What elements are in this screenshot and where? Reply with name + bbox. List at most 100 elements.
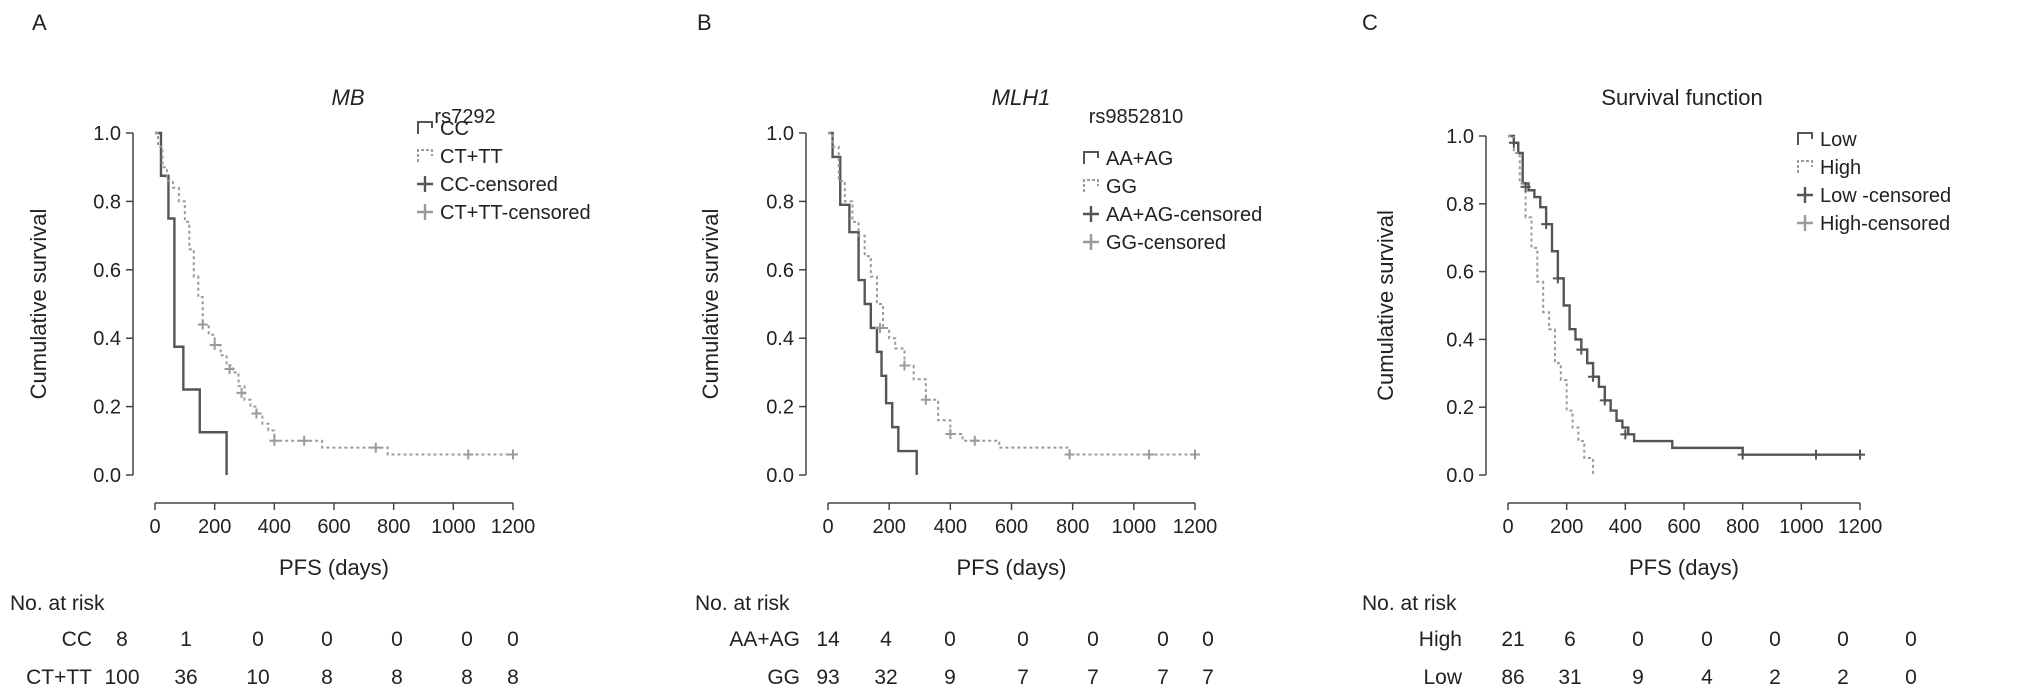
risk-value: 31 [1558,666,1581,689]
censor-mark [508,449,518,460]
legend-swatch-line [417,149,433,162]
x-tick-label: 400 [1609,516,1642,538]
risk-value: 36 [174,666,197,689]
risk-value: 0 [1157,628,1169,651]
y-tick-label: 0.0 [93,465,121,487]
risk-row-label: CT+TT [26,666,92,689]
legend-label: AA+AG [1106,148,1173,170]
censor-mark [1541,219,1552,230]
censor-mark [1190,449,1200,460]
censor-mark [1508,137,1519,148]
x-tick-label: 200 [198,516,231,538]
risk-value: 0 [1632,628,1644,651]
legend-label: Low -censored [1820,185,1951,207]
risk-value: 8 [461,666,473,689]
risk-value: 2 [1837,666,1849,689]
y-tick-label: 0.0 [1446,465,1474,487]
x-tick-label: 1200 [1173,516,1218,538]
legend-swatch-censor [1083,206,1099,222]
risk-value: 8 [391,666,403,689]
y-tick-label: 0.2 [93,397,121,419]
y-tick-label: 0.4 [1446,329,1474,351]
panel-letter: C [1362,10,1378,35]
legend-label: CC [440,118,469,140]
censor-mark [197,319,208,330]
censor-mark [899,360,910,371]
risk-value: 0 [1905,666,1917,689]
y-tick-label: 0.6 [1446,262,1474,284]
legend-label: CT+TT [440,146,503,168]
legend-label: GG [1106,176,1137,198]
censor-mark [1552,273,1563,284]
x-axis-label: PFS (days) [956,555,1066,580]
censor-mark [1737,449,1748,460]
legend-swatch-line [1083,151,1099,164]
risk-table-heading: No. at risk [1362,592,1457,615]
legend-item: AA+AG-censored [1083,204,1262,226]
risk-value: 7 [1087,666,1099,689]
censor-mark [969,435,980,446]
censor-mark [1576,344,1587,355]
legend-item: CC-censored [417,174,558,196]
legend-item: Low [1797,129,1857,151]
censor-mark [463,449,474,460]
legend-item: AA+AG [1083,148,1173,170]
x-tick-label: 1200 [491,516,536,538]
legend-swatch-censor [1797,215,1813,231]
chart-title: MB [332,85,365,110]
legend-item: Low -censored [1797,185,1951,207]
risk-value: 100 [104,666,139,689]
censor-mark [874,322,885,333]
censor-mark [1855,449,1865,460]
legend-title: rs9852810 [1089,106,1184,128]
y-tick-label: 0.4 [93,328,121,350]
y-tick-label: 0.2 [766,397,794,419]
risk-value: 0 [1905,628,1917,651]
legend-swatch-censor [1797,187,1813,203]
x-axis-label: PFS (days) [1629,555,1739,580]
risk-value: 21 [1501,628,1524,651]
legend-item: High [1797,157,1861,179]
risk-value: 93 [816,666,839,689]
risk-value: 0 [391,628,403,651]
censor-mark [1599,395,1610,406]
censor-mark [1144,449,1155,460]
risk-row-label: CC [62,628,92,651]
risk-value: 14 [816,628,840,651]
censor-mark [269,435,280,446]
risk-value: 86 [1501,666,1524,689]
risk-value: 2 [1769,666,1781,689]
risk-value: 7 [1017,666,1029,689]
risk-table-heading: No. at risk [695,592,790,615]
y-tick-label: 1.0 [1446,126,1474,148]
legend-swatch-censor [1083,234,1099,250]
x-tick-label: 600 [1667,516,1700,538]
x-tick-label: 200 [872,516,905,538]
x-tick-label: 800 [377,516,410,538]
x-tick-label: 800 [1726,516,1759,538]
legend-label: Low [1820,129,1857,151]
risk-value: 0 [1017,628,1029,651]
x-tick-label: 200 [1550,516,1583,538]
censor-mark [1620,429,1631,440]
legend-label: CC-censored [440,174,558,196]
km-curve-low [1508,134,1860,456]
risk-row-label: GG [767,666,800,689]
x-tick-label: 1200 [1838,516,1883,538]
legend-item: CC [417,118,469,140]
y-axis-label: Cumulative survival [1373,210,1398,401]
censor-mark [251,408,262,419]
risk-table-heading: No. at risk [10,592,105,615]
risk-value: 4 [880,628,892,651]
risk-value: 8 [321,666,333,689]
x-tick-label: 0 [149,516,160,538]
censor-mark [236,387,247,398]
x-tick-label: 0 [1502,516,1513,538]
censor-mark [945,428,956,439]
y-tick-label: 0.6 [93,260,121,282]
legend-swatch-line [1797,132,1813,145]
x-tick-label: 600 [317,516,350,538]
y-tick-label: 0.8 [1446,194,1474,216]
risk-value: 0 [461,628,473,651]
